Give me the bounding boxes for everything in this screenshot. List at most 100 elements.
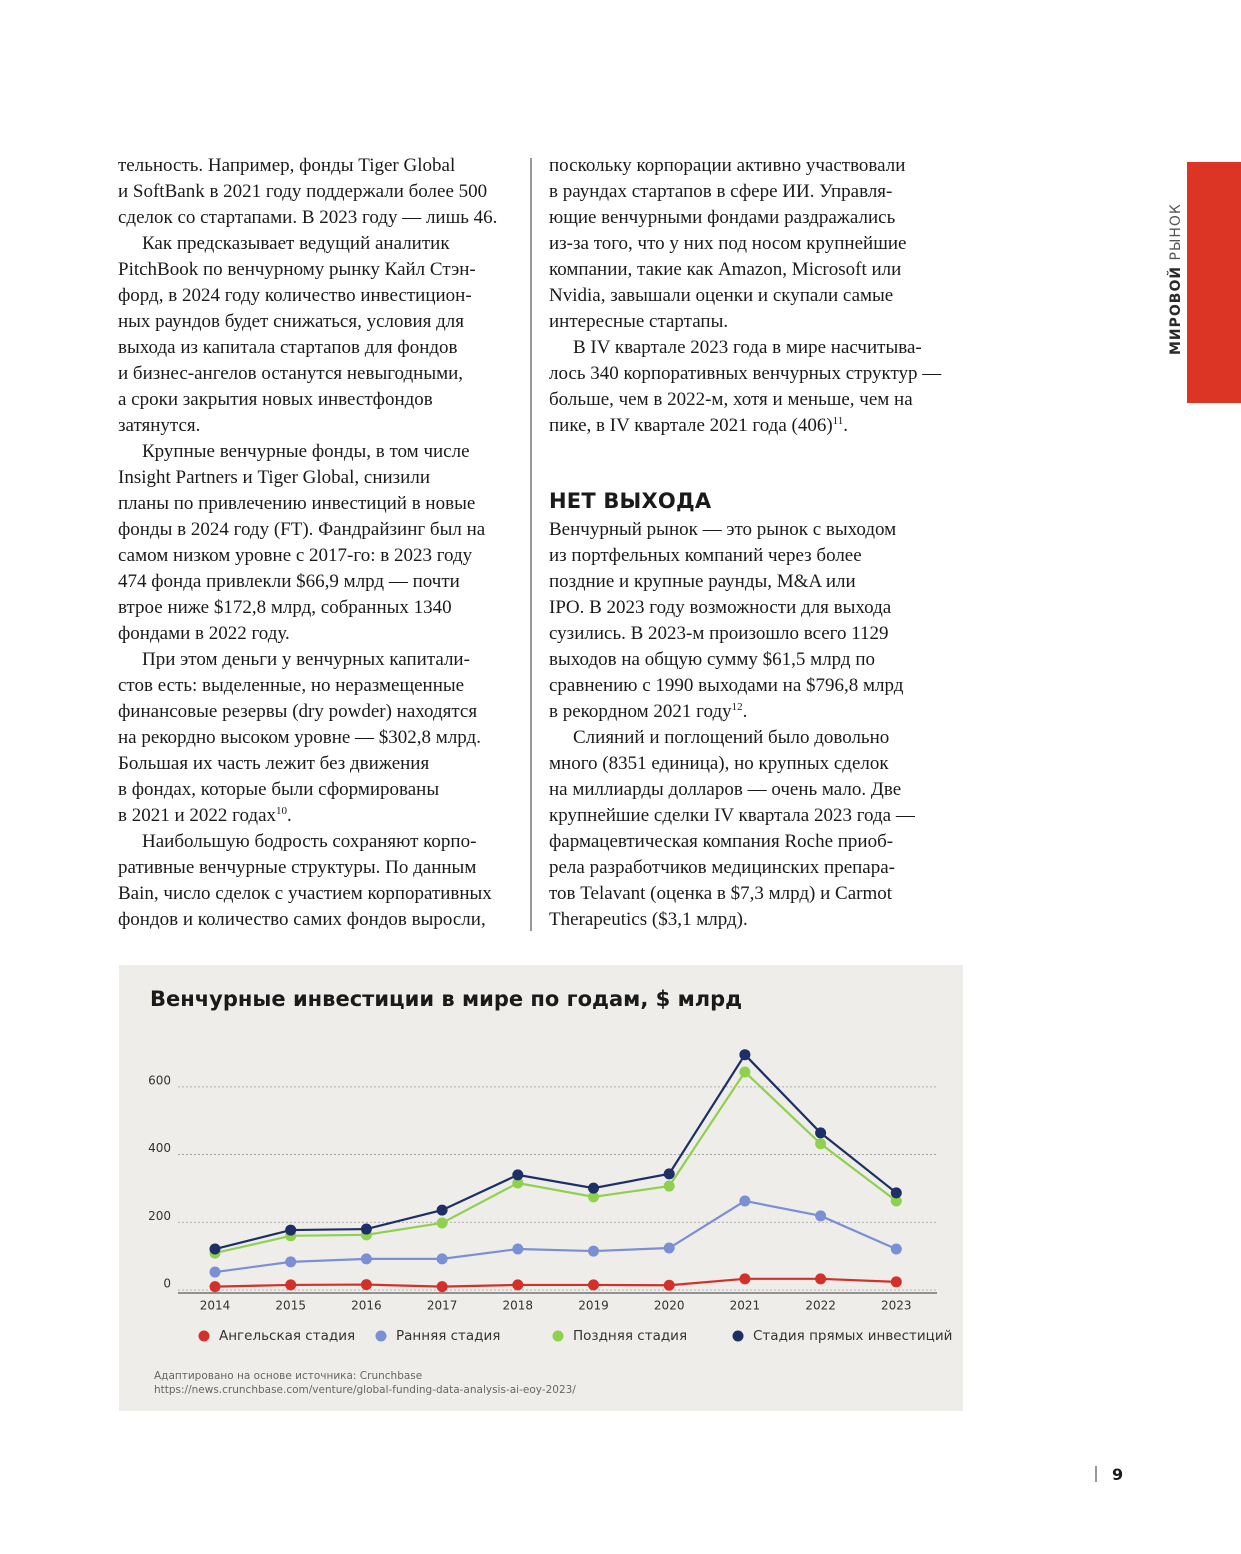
y-tick-label: 400 [148,1141,171,1155]
text-line: в рекордном 2021 году12. [549,699,747,725]
data-point [436,1253,448,1265]
y-tick-label: 200 [148,1209,171,1223]
data-point [209,1281,221,1293]
data-point [512,1243,524,1255]
legend-marker [552,1330,564,1342]
text-line: поздние и крупные раунды, M&A или [549,571,856,592]
text-line: IPO. В 2023 году возможности для выхода [549,597,892,618]
text-line: Крупные венчурные фонды, в том числе [142,441,470,462]
series-line [214,1052,897,1251]
legend-marker [732,1330,744,1342]
text-line: форд, в 2024 году количество инвестицион… [118,285,472,306]
x-tick-label: 2015 [275,1299,306,1313]
text-line: и бизнес-ангелов останутся невыгодными, [118,363,464,384]
data-point [739,1066,751,1078]
x-tick-label: 2022 [805,1299,836,1313]
text-line: фондов и количество самих фондов выросли… [118,909,486,930]
legend-marker [198,1330,210,1342]
data-point [588,1279,599,1291]
footnote-ref: 12 [731,701,743,713]
text-line: Therapeutics ($3,1 млрд). [549,909,748,930]
legend-label: Ранняя стадия [396,1328,500,1344]
data-point [588,1182,599,1194]
text-line: При этом деньги у венчурных капитали- [142,649,470,670]
text-line: тов Telavant (оценка в $7,3 млрд) и Carm… [549,883,893,904]
text-line: сделок со стартапами. В 2023 году — лишь… [118,207,498,228]
data-point [512,1279,524,1291]
text-line: Венчурный рынок — это рынок с выходом [549,519,897,540]
text-line: в 2021 и 2022 годах10. [118,803,292,829]
x-tick-label: 2016 [351,1299,382,1313]
data-point [588,1245,599,1257]
text-line: фондами в 2022 году. [118,623,290,644]
series-line [214,1070,897,1255]
data-point [436,1204,448,1216]
side-tab-bold: МИРОВОЙ [1167,266,1184,355]
text-line: ративные венчурные структуры. По данным [118,857,477,878]
x-tick-label: 2020 [654,1299,685,1313]
section-heading: НЕТ ВЫХОДА [549,489,712,513]
text-line: самом низком уровне с 2017-го: в 2023 го… [118,545,473,566]
text-line: затянутся. [118,415,201,436]
y-tick-label: 0 [163,1277,171,1291]
data-point [815,1210,827,1222]
text-line: тельность. Например, фонды Tiger Global [118,155,456,176]
text-line: из-за того, что у них под носом крупнейш… [549,233,907,254]
series-line [214,1277,897,1288]
data-point [512,1169,524,1181]
line-text: в 2021 и 2022 годах [118,805,277,826]
page-number: 9 [1112,1465,1123,1484]
text-line: поскольку корпорации активно участвовали [549,155,906,176]
chart: Венчурные инвестиции в мире по годам, $ … [119,965,963,1411]
data-point [436,1217,448,1229]
data-point [890,1187,902,1199]
text-line: ных раундов будет снижаться, условия для [118,311,465,332]
data-point [209,1266,221,1278]
side-tab-label: МИРОВОЙ РЫНОК [1167,203,1184,355]
text-line: и SoftBank в 2021 году поддержали более … [118,181,488,202]
text-line: лось 340 корпоративных венчурных структу… [549,363,942,384]
text-line: стов есть: выделенные, но неразмещенные [118,675,465,696]
data-point [815,1273,827,1285]
data-point [815,1127,827,1139]
data-point [285,1279,297,1291]
text-line: фонды в 2024 году (FT). Фандрайзинг был … [118,519,486,540]
text-line: ющие венчурными фондами раздражались [549,207,896,228]
data-point [890,1195,902,1207]
text-line: рела разработчиков медицинских препара- [549,857,895,878]
text-line: Наибольшую бодрость сохраняют корпо- [142,831,477,852]
text-line: компании, такие как Amazon, Microsoft ил… [549,259,902,280]
line-end: . [287,805,292,826]
x-tick-label: 2017 [427,1299,458,1313]
line-text: пике, в IV квартале 2021 года (406) [549,415,833,436]
data-point [360,1253,372,1265]
source-text: Адаптировано на основе источника: Crunch… [154,1370,422,1382]
data-point [739,1049,751,1061]
line-end: . [843,415,849,436]
line-text: в рекордном 2021 году [549,701,732,722]
text-line: втрое ниже $172,8 млрд, собранных 1340 [118,597,452,618]
text-line: планы по привлечению инвестиций в новые [118,493,476,514]
text-line: крупнейшие сделки IV квартала 2023 года … [549,805,915,826]
data-point [588,1191,599,1203]
x-tick-label: 2014 [200,1299,231,1313]
text-line: выхода из капитала стартапов для фондов [118,337,458,358]
data-point [663,1242,675,1254]
data-point [285,1224,297,1236]
x-tick-label: 2021 [730,1299,761,1313]
text-line: Слияний и поглощений было довольно [573,727,890,748]
data-point [663,1180,675,1192]
side-tab-bar [1187,162,1241,403]
data-point [285,1256,297,1268]
data-point [360,1223,372,1235]
text-line: Nvidia, завышали оценки и скупали самые [549,285,894,306]
text-line: Как предсказывает ведущий аналитик [142,233,450,254]
data-point [890,1276,902,1288]
source-url: https://news.crunchbase.com/venture/glob… [154,1384,576,1396]
legend-label: Поздняя стадия [573,1328,687,1344]
data-point [436,1281,448,1293]
x-tick-label: 2018 [503,1299,534,1313]
text-line: В IV квартале 2023 года в мире насчитыва… [573,337,922,358]
